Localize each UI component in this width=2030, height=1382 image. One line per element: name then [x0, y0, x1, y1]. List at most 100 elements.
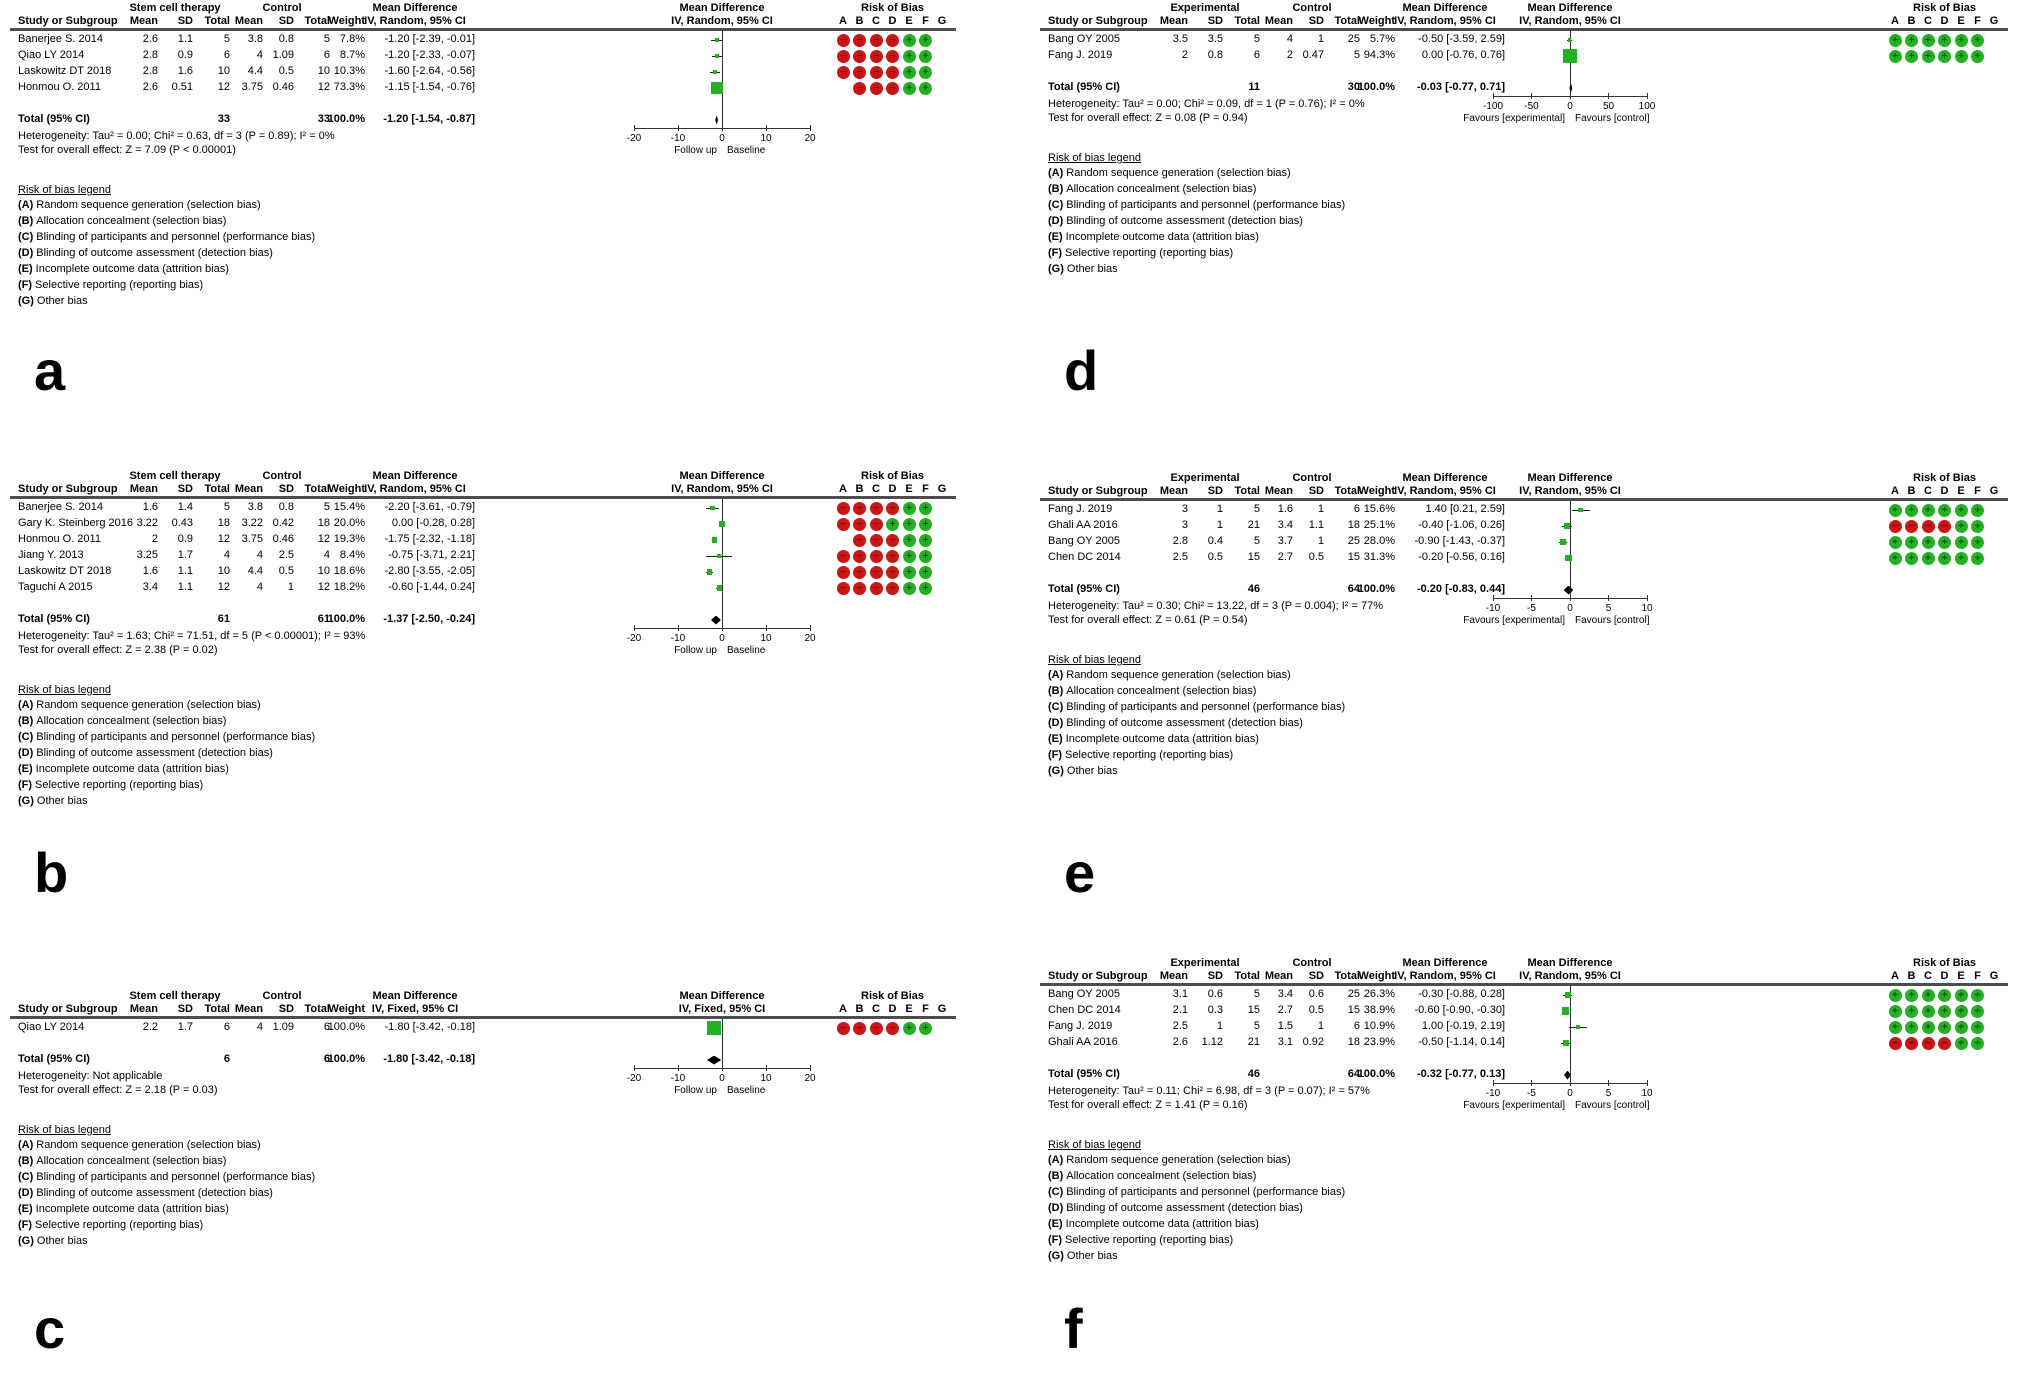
rob-circle: −: [869, 517, 883, 531]
rob-legend-item: (F) Selective reporting (reporting bias): [1048, 247, 1233, 260]
effect-square: [1561, 1007, 1570, 1015]
axis-tick: [1646, 1080, 1648, 1086]
rob-circle: −: [869, 549, 883, 563]
header-rule: [1040, 983, 2008, 986]
study-name: Bang OY 2005: [1048, 33, 1120, 45]
study-mean1: 2: [151, 533, 158, 545]
total-diamond: [706, 1055, 722, 1065]
study-n2: 25: [1347, 33, 1360, 45]
study-mean1: 3.22: [136, 517, 158, 529]
axis-tick: [1569, 595, 1571, 601]
study-ci_text: -0.30 [-0.88, 0.28]: [1418, 988, 1505, 1000]
effect-square: [1563, 523, 1570, 529]
rob-domain-letter: G: [1989, 970, 1999, 982]
rob-legend-item: (B) Allocation concealment (selection bia…: [1048, 685, 1256, 698]
rob-circle: +: [1921, 535, 1935, 549]
risk-of-bias-title: Risk of Bias: [1913, 472, 1976, 484]
rob-legend-item-key: (E): [18, 1203, 33, 1215]
study-sd2: 1: [1317, 535, 1324, 547]
axis-tick: [1492, 1080, 1494, 1086]
col-sd2-header: SD: [278, 15, 294, 27]
study-name: Qiao LY 2014: [18, 1021, 85, 1033]
heterogeneity-text: Heterogeneity: Tau² = 0.30; Chi² = 13.22…: [1048, 600, 1383, 612]
plot-column-title: Mean Difference: [1527, 957, 1613, 969]
rob-legend-item-text: Other bias: [36, 295, 88, 307]
header-rule: [1040, 498, 2008, 501]
study-n2: 12: [317, 533, 330, 545]
total-n2: 33: [317, 113, 330, 125]
rob-circle: −: [1921, 519, 1935, 533]
rob-legend-item: (C) Blinding of participants and personne…: [1048, 1186, 1345, 1199]
study-mean2: 3.1: [1277, 1036, 1293, 1048]
col-total2-header: Total: [304, 483, 330, 495]
rob-legend-item-key: (B): [18, 215, 34, 227]
rob-circle: −: [1905, 519, 1918, 533]
overall-effect-text: Test for overall effect: Z = 0.08 (P = 0…: [1048, 112, 1248, 124]
rob-legend-item-key: (F): [1048, 749, 1063, 761]
rob-domain-letter: G: [1989, 485, 1999, 497]
study-name: Honmou O. 2011: [18, 81, 101, 93]
rob-domain-letter: C: [872, 1003, 880, 1015]
rob-legend-item-text: Other bias: [36, 795, 88, 807]
axis-tick: [1492, 595, 1494, 601]
study-mean2: 4: [256, 549, 263, 561]
rob-legend-item-key: (C): [1048, 1186, 1064, 1198]
axis-tick: [721, 1065, 723, 1071]
effect-column-title: Mean Difference: [372, 990, 458, 1002]
total-ci_text: -1.80 [-3.42, -0.18]: [383, 1053, 475, 1065]
study-sd1: 1.6: [177, 65, 193, 77]
study-n2: 25: [1347, 988, 1360, 1000]
axis-tick-label: 100: [1638, 101, 1656, 112]
effect-square: [1575, 1024, 1580, 1030]
rob-legend-item-key: (C): [1048, 701, 1064, 713]
study-weight: 8.4%: [339, 549, 365, 561]
study-mean2: 3.8: [247, 501, 263, 513]
rob-domain-letter: A: [839, 483, 847, 495]
study-sd1: 1.12: [1201, 1036, 1223, 1048]
rob-circle: +: [902, 81, 916, 95]
axis-tick: [765, 125, 767, 131]
study-sd2: 1: [287, 581, 294, 593]
rob-legend-item: (F) Selective reporting (reporting bias): [1048, 749, 1233, 762]
rob-legend-item-text: Blinding of participants and personnel (…: [1066, 701, 1346, 713]
study-mean1: 2.6: [142, 33, 158, 45]
axis-tick-label: -10: [670, 1073, 686, 1084]
plot-method-header: IV, Random, 95% CI: [1519, 970, 1621, 982]
study-sd2: 0.5: [1308, 1004, 1324, 1016]
study-sd1: 0.51: [171, 81, 193, 93]
study-n1: 18: [217, 517, 230, 529]
rob-circle: +: [1954, 33, 1968, 47]
study-mean1: 2.1: [1172, 1004, 1188, 1016]
study-name: Ghali AA 2016: [1048, 519, 1118, 531]
plot-column-title: Mean Difference: [679, 470, 765, 482]
study-name: Honmou O. 2011: [18, 533, 101, 545]
study-name: Laskowitz DT 2018: [18, 65, 112, 77]
total-weight: 100.0%: [327, 113, 365, 125]
col-mean1-header: Mean: [129, 1003, 158, 1015]
study-weight: 38.9%: [1363, 1004, 1395, 1016]
total-weight: 100.0%: [327, 1053, 365, 1065]
rob-domain-letter: C: [1924, 970, 1932, 982]
rob-circle: +: [1971, 503, 1984, 517]
rob-circle: −: [869, 1021, 883, 1035]
effect-square: [714, 38, 719, 42]
plot-method-header: IV, Random, 95% CI: [671, 15, 773, 27]
rob-circle: +: [1921, 551, 1935, 565]
study-weight: 15.4%: [333, 501, 365, 513]
rob-domain-letter: E: [1957, 15, 1965, 27]
axis-tick-label: -20: [626, 1073, 642, 1084]
col-mean1-header: Mean: [129, 15, 158, 27]
rob-domain-letter: F: [922, 15, 929, 27]
col-mean1-header: Mean: [1159, 970, 1188, 982]
plot-column-title: Mean Difference: [1527, 2, 1613, 14]
group2-header: Control: [262, 470, 302, 482]
rob-circle: +: [1971, 49, 1984, 63]
rob-legend-item-text: Incomplete outcome data (attrition bias): [1065, 733, 1259, 745]
rob-legend-item: (C) Blinding of participants and personne…: [18, 731, 315, 744]
rob-circle: +: [1954, 1004, 1968, 1018]
rob-domain-letter: A: [839, 1003, 847, 1015]
study-ci_text: 0.00 [-0.28, 0.28]: [391, 517, 475, 529]
col-sd1-header: SD: [1207, 15, 1223, 27]
rob-circle: −: [853, 533, 866, 547]
effect-square: [707, 1021, 722, 1035]
